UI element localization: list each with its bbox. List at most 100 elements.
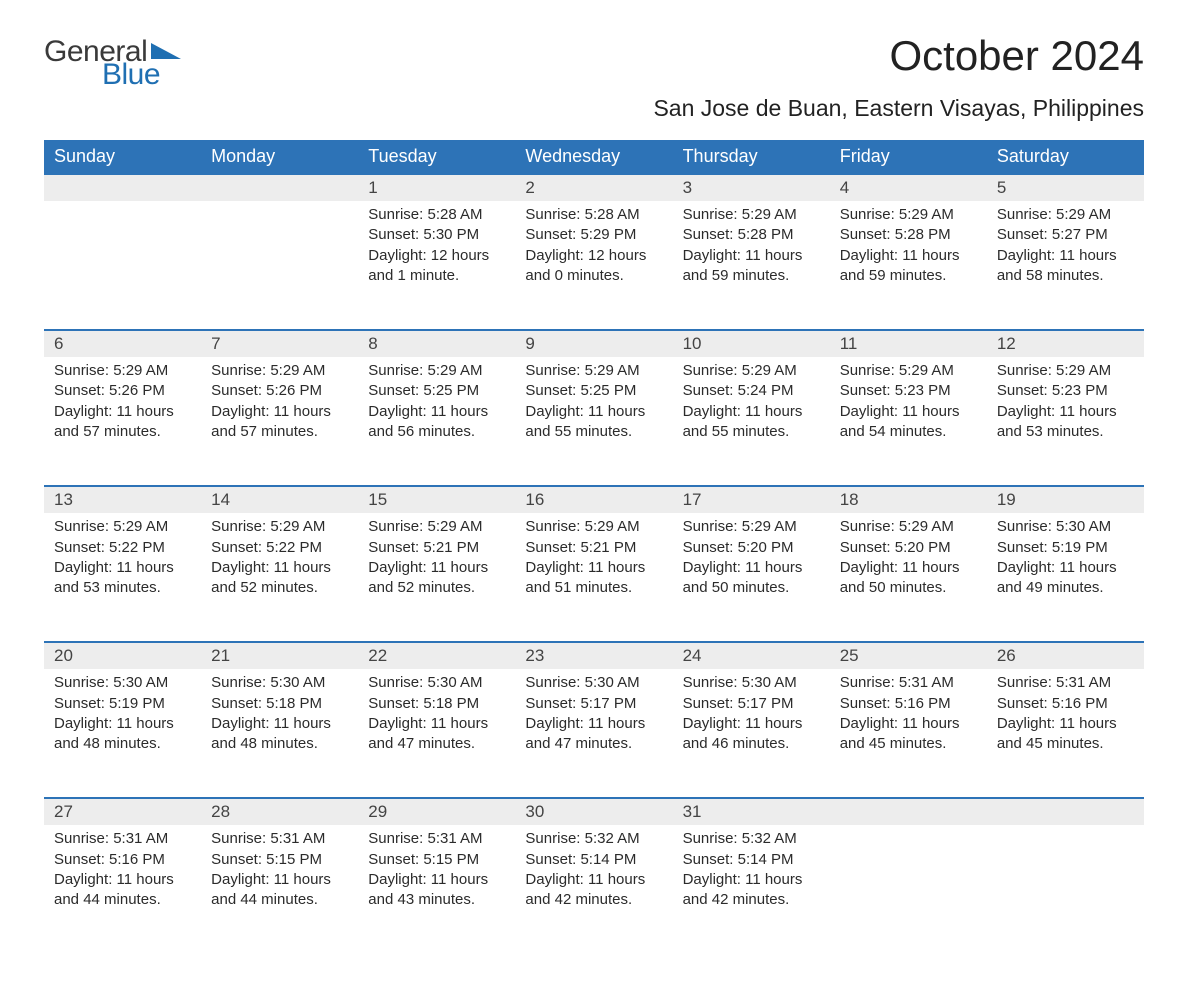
day-number: 17 (673, 485, 830, 513)
sunset-line: Sunset: 5:23 PM (997, 381, 1134, 401)
sunrise-line: Sunrise: 5:29 AM (840, 517, 977, 537)
sunset-line: Sunset: 5:20 PM (683, 538, 820, 558)
daylight-line: Daylight: 11 hours and 50 minutes. (683, 558, 820, 599)
day-number: 7 (201, 329, 358, 357)
sunset-line: Sunset: 5:27 PM (997, 225, 1134, 245)
day-cell: Sunrise: 5:29 AMSunset: 5:24 PMDaylight:… (673, 357, 830, 460)
sunset-line: Sunset: 5:16 PM (840, 694, 977, 714)
day-number: 10 (673, 329, 830, 357)
sunrise-line: Sunrise: 5:29 AM (997, 361, 1134, 381)
daylight-line: Daylight: 11 hours and 55 minutes. (683, 402, 820, 443)
weekday-header: Thursday (673, 140, 830, 173)
sunset-line: Sunset: 5:17 PM (683, 694, 820, 714)
sunrise-line: Sunrise: 5:32 AM (525, 829, 662, 849)
sunset-line: Sunset: 5:26 PM (54, 381, 191, 401)
sunrise-line: Sunrise: 5:29 AM (211, 517, 348, 537)
day-number (201, 173, 358, 201)
day-cell: Sunrise: 5:31 AMSunset: 5:16 PMDaylight:… (44, 825, 201, 928)
sunrise-line: Sunrise: 5:30 AM (211, 673, 348, 693)
day-number: 8 (358, 329, 515, 357)
daylight-line: Daylight: 11 hours and 50 minutes. (840, 558, 977, 599)
weekday-header: Wednesday (515, 140, 672, 173)
day-number: 4 (830, 173, 987, 201)
weekday-header: Sunday (44, 140, 201, 173)
sunset-line: Sunset: 5:22 PM (211, 538, 348, 558)
weekday-header: Friday (830, 140, 987, 173)
sunrise-line: Sunrise: 5:29 AM (525, 361, 662, 381)
daylight-line: Daylight: 11 hours and 54 minutes. (840, 402, 977, 443)
day-cell: Sunrise: 5:30 AMSunset: 5:18 PMDaylight:… (201, 669, 358, 772)
sunset-line: Sunset: 5:25 PM (525, 381, 662, 401)
sunset-line: Sunset: 5:28 PM (683, 225, 820, 245)
day-cell: Sunrise: 5:31 AMSunset: 5:15 PMDaylight:… (358, 825, 515, 928)
sunset-line: Sunset: 5:22 PM (54, 538, 191, 558)
day-cell: Sunrise: 5:32 AMSunset: 5:14 PMDaylight:… (673, 825, 830, 928)
sunrise-line: Sunrise: 5:29 AM (683, 517, 820, 537)
sunrise-line: Sunrise: 5:29 AM (840, 205, 977, 225)
day-cell: Sunrise: 5:31 AMSunset: 5:15 PMDaylight:… (201, 825, 358, 928)
sunrise-line: Sunrise: 5:31 AM (997, 673, 1134, 693)
sunrise-line: Sunrise: 5:31 AM (54, 829, 191, 849)
sunset-line: Sunset: 5:15 PM (368, 850, 505, 870)
daylight-line: Daylight: 11 hours and 53 minutes. (997, 402, 1134, 443)
day-cell: Sunrise: 5:28 AMSunset: 5:30 PMDaylight:… (358, 201, 515, 304)
daylight-line: Daylight: 11 hours and 44 minutes. (54, 870, 191, 911)
sunset-line: Sunset: 5:17 PM (525, 694, 662, 714)
day-cell: Sunrise: 5:29 AMSunset: 5:23 PMDaylight:… (830, 357, 987, 460)
weekday-header-row: SundayMondayTuesdayWednesdayThursdayFrid… (44, 140, 1144, 173)
day-number: 31 (673, 797, 830, 825)
day-cell: Sunrise: 5:29 AMSunset: 5:22 PMDaylight:… (201, 513, 358, 616)
daylight-line: Daylight: 11 hours and 57 minutes. (54, 402, 191, 443)
daylight-line: Daylight: 11 hours and 45 minutes. (840, 714, 977, 755)
page-title: October 2024 (889, 32, 1144, 80)
day-cell: Sunrise: 5:29 AMSunset: 5:28 PMDaylight:… (830, 201, 987, 304)
day-number: 19 (987, 485, 1144, 513)
sunset-line: Sunset: 5:30 PM (368, 225, 505, 245)
sunset-line: Sunset: 5:14 PM (525, 850, 662, 870)
sunset-line: Sunset: 5:21 PM (368, 538, 505, 558)
sunrise-line: Sunrise: 5:31 AM (840, 673, 977, 693)
day-cell: Sunrise: 5:29 AMSunset: 5:25 PMDaylight:… (515, 357, 672, 460)
sunrise-line: Sunrise: 5:31 AM (368, 829, 505, 849)
sunset-line: Sunset: 5:18 PM (368, 694, 505, 714)
day-cell: Sunrise: 5:29 AMSunset: 5:22 PMDaylight:… (44, 513, 201, 616)
daylight-line: Daylight: 11 hours and 56 minutes. (368, 402, 505, 443)
day-cell: Sunrise: 5:30 AMSunset: 5:18 PMDaylight:… (358, 669, 515, 772)
weekday-header: Saturday (987, 140, 1144, 173)
sunset-line: Sunset: 5:19 PM (997, 538, 1134, 558)
day-cell: Sunrise: 5:29 AMSunset: 5:20 PMDaylight:… (830, 513, 987, 616)
sunrise-line: Sunrise: 5:30 AM (525, 673, 662, 693)
sunset-line: Sunset: 5:28 PM (840, 225, 977, 245)
sunset-line: Sunset: 5:25 PM (368, 381, 505, 401)
day-cell: Sunrise: 5:30 AMSunset: 5:17 PMDaylight:… (673, 669, 830, 772)
day-cell: Sunrise: 5:29 AMSunset: 5:21 PMDaylight:… (515, 513, 672, 616)
daylight-line: Daylight: 11 hours and 48 minutes. (211, 714, 348, 755)
sunrise-line: Sunrise: 5:28 AM (525, 205, 662, 225)
daylight-line: Daylight: 11 hours and 43 minutes. (368, 870, 505, 911)
daylight-line: Daylight: 11 hours and 57 minutes. (211, 402, 348, 443)
daylight-line: Daylight: 11 hours and 52 minutes. (211, 558, 348, 599)
sunset-line: Sunset: 5:24 PM (683, 381, 820, 401)
page-subtitle: San Jose de Buan, Eastern Visayas, Phili… (44, 95, 1144, 122)
sunrise-line: Sunrise: 5:29 AM (211, 361, 348, 381)
brand-word-2: Blue (102, 61, 160, 90)
sunrise-line: Sunrise: 5:29 AM (840, 361, 977, 381)
day-cell: Sunrise: 5:29 AMSunset: 5:27 PMDaylight:… (987, 201, 1144, 304)
daylight-line: Daylight: 11 hours and 59 minutes. (683, 246, 820, 287)
day-number: 15 (358, 485, 515, 513)
day-number (830, 797, 987, 825)
day-number: 13 (44, 485, 201, 513)
day-number: 18 (830, 485, 987, 513)
daylight-line: Daylight: 11 hours and 58 minutes. (997, 246, 1134, 287)
weekday-header: Monday (201, 140, 358, 173)
day-number: 27 (44, 797, 201, 825)
day-number: 12 (987, 329, 1144, 357)
sunrise-line: Sunrise: 5:29 AM (683, 205, 820, 225)
daylight-line: Daylight: 11 hours and 53 minutes. (54, 558, 191, 599)
day-number: 23 (515, 641, 672, 669)
sunset-line: Sunset: 5:14 PM (683, 850, 820, 870)
day-number: 22 (358, 641, 515, 669)
day-cell: Sunrise: 5:30 AMSunset: 5:19 PMDaylight:… (44, 669, 201, 772)
sunset-line: Sunset: 5:29 PM (525, 225, 662, 245)
day-number: 16 (515, 485, 672, 513)
